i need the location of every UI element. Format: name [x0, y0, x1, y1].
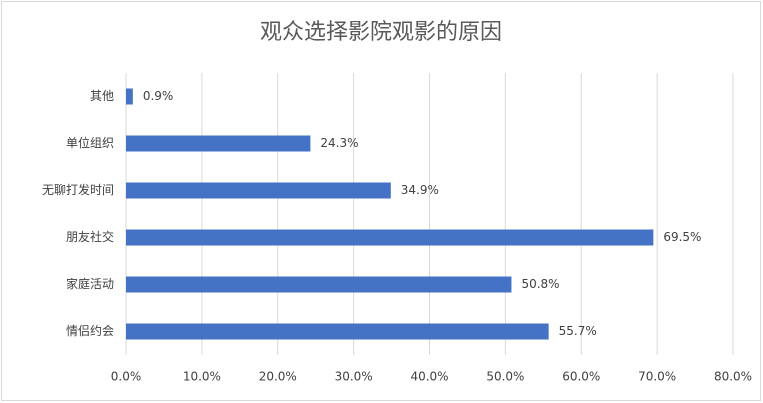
x-tick-label: 50.0%	[486, 370, 524, 384]
value-label: 0.9%	[143, 89, 174, 103]
value-label: 50.8%	[521, 277, 559, 291]
x-tick-label: 80.0%	[714, 370, 752, 384]
x-tick-label: 40.0%	[410, 370, 448, 384]
y-tick-label: 其他	[90, 89, 114, 103]
x-tick-label: 60.0%	[562, 370, 600, 384]
bar	[126, 229, 654, 246]
value-label: 69.5%	[663, 230, 701, 244]
bar	[126, 135, 311, 152]
x-tick-label: 0.0%	[111, 370, 142, 384]
y-tick-label: 无聊打发时间	[42, 182, 114, 197]
bar	[126, 88, 133, 105]
y-tick-label: 单位组织	[66, 135, 114, 150]
bar	[126, 323, 549, 340]
chart-title: 观众选择影院观影的原因	[260, 20, 502, 45]
y-tick-label: 情侣约会	[66, 323, 114, 338]
x-tick-label: 10.0%	[183, 370, 221, 384]
value-label: 55.7%	[559, 324, 597, 338]
x-tick-label: 70.0%	[638, 370, 676, 384]
x-tick-label: 20.0%	[259, 370, 297, 384]
value-label: 34.9%	[401, 183, 439, 197]
x-tick-label: 30.0%	[335, 370, 373, 384]
bar	[126, 182, 391, 199]
value-label: 24.3%	[320, 136, 358, 150]
bar	[126, 276, 512, 293]
y-tick-label: 家庭活动	[66, 276, 114, 291]
y-tick-label: 朋友社交	[66, 229, 114, 244]
